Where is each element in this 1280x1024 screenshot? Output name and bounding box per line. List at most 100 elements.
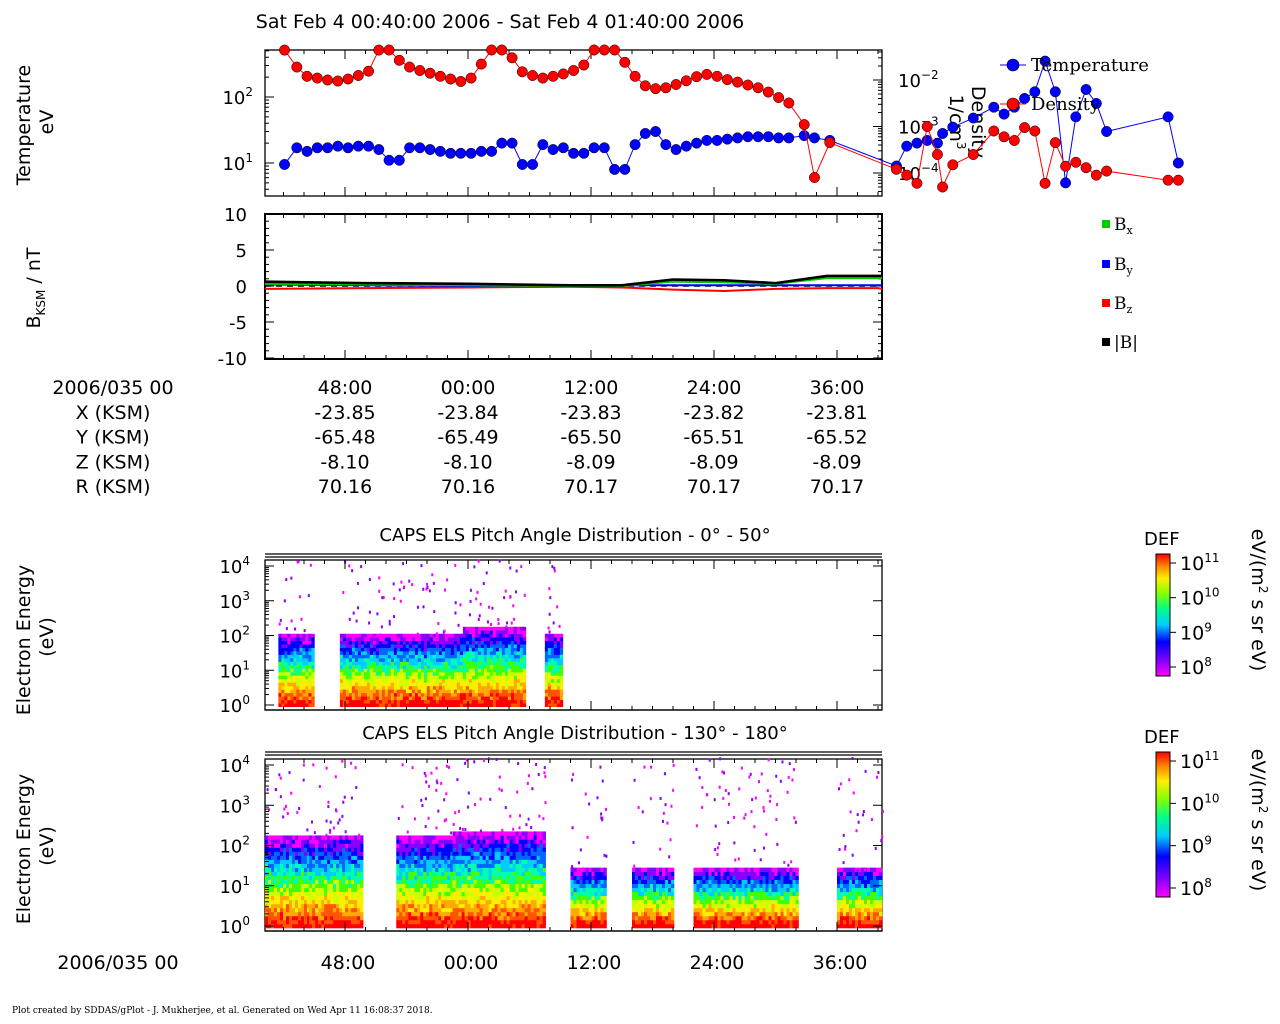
spectrogram-cell <box>603 871 607 876</box>
spectrogram-cell <box>521 871 525 876</box>
spectrogram-cell <box>304 907 308 913</box>
spectrogram-cell <box>308 640 312 645</box>
spectrogram-cell <box>479 835 483 840</box>
spectrogram-cell <box>522 678 527 683</box>
spectrogram-cell <box>336 835 340 840</box>
spectrogram-cell <box>641 895 645 901</box>
time-axis-date-label: 2006/035 00 <box>52 377 173 399</box>
spectrogram-speckle <box>283 807 286 811</box>
spectrogram-cell <box>405 867 409 872</box>
spectrogram-cell <box>360 685 365 690</box>
spectrogram-cell <box>638 891 642 897</box>
spectrogram-cell <box>515 863 519 868</box>
spectrogram-cell <box>342 661 347 666</box>
spectrogram-cell <box>327 875 331 881</box>
spectrogram-speckle <box>437 621 440 625</box>
spectrogram-cell <box>305 703 309 708</box>
spectrogram-cell <box>420 843 424 848</box>
spectrogram-cell <box>455 895 459 901</box>
spectrogram-cell <box>271 855 275 860</box>
spectrogram-cell <box>524 871 528 876</box>
spectrogram-cell <box>339 668 344 673</box>
spectrogram-cell <box>351 847 355 852</box>
spectrogram-speckle <box>603 853 606 857</box>
spectrogram-cell <box>579 875 583 881</box>
spectrogram-cell <box>470 903 474 909</box>
spectrogram-cell <box>384 692 389 697</box>
spectrogram-cell <box>438 671 443 676</box>
spectrogram-cell <box>662 915 666 921</box>
spectrogram-cell <box>339 685 344 690</box>
spectrogram-cell <box>381 692 386 697</box>
temperature-point <box>475 145 487 157</box>
spectrogram-cell <box>500 871 504 876</box>
spectrogram-cell <box>441 911 445 917</box>
spectrogram-speckle <box>505 621 508 625</box>
spectrogram-cell <box>696 887 700 893</box>
spectrogram-cell <box>339 911 343 917</box>
spectrogram-cell <box>342 843 346 848</box>
spectrogram-cell <box>556 696 561 701</box>
spectrogram-cell <box>455 903 459 909</box>
spectrogram-cell <box>570 887 574 893</box>
spectrogram-cell <box>647 875 651 881</box>
spectrogram-cell <box>441 644 446 648</box>
spectrogram-cell <box>458 899 462 905</box>
spectrogram-cell <box>476 875 480 881</box>
spectrogram-speckle <box>393 615 396 619</box>
spectrogram-cell <box>522 682 527 687</box>
spectrogram-cell <box>452 923 456 929</box>
spectrogram-cell <box>506 911 510 917</box>
spectrogram-cell <box>632 923 636 929</box>
spectrogram-cell <box>530 923 534 929</box>
spectrogram-cell <box>468 661 473 666</box>
spectrogram-cell <box>369 647 374 652</box>
spectrogram-cell <box>429 699 434 704</box>
spectrogram-cell <box>354 675 359 680</box>
spectrogram-cell <box>576 911 580 917</box>
spectrogram-cell <box>402 887 406 893</box>
spectrogram-cell <box>699 899 703 905</box>
spectrogram-cell <box>274 919 278 925</box>
spectrogram-cell <box>495 696 500 701</box>
spectrogram-cell <box>693 875 697 881</box>
spectrogram-cell <box>662 923 666 929</box>
spectrogram-speckle <box>433 836 436 840</box>
spectrogram-cell <box>435 875 439 881</box>
spectrogram-cell <box>462 668 467 673</box>
spectrogram-cell <box>542 915 546 921</box>
spectrogram-cell <box>423 839 427 844</box>
spectrogram-cell <box>381 699 386 704</box>
spectrogram-cell <box>369 675 374 680</box>
spectrogram-cell <box>513 640 518 645</box>
spectrogram-cell <box>527 923 531 929</box>
spectrogram-cell <box>441 647 446 652</box>
spectrogram-cell <box>363 651 368 655</box>
spectrogram-cell <box>711 887 715 893</box>
spectrogram-cell <box>408 915 412 921</box>
spectrogram-cell <box>366 640 371 645</box>
spectrogram-cell <box>465 675 470 680</box>
spectrogram-cell <box>408 835 412 840</box>
spectrogram-cell <box>345 919 349 925</box>
spectrogram-cell <box>512 895 516 901</box>
spectrogram-cell <box>638 915 642 921</box>
spectrogram-cell <box>512 907 516 913</box>
spectrogram-cell <box>516 637 521 642</box>
spectrogram-cell <box>426 658 431 662</box>
spectrogram-cell <box>293 658 297 662</box>
spectrogram-speckle <box>498 775 501 779</box>
spectrogram-cell <box>441 843 445 848</box>
spectrogram-cell <box>342 875 346 881</box>
spectrogram-cell <box>708 923 712 929</box>
temperature-point <box>1019 93 1031 104</box>
spectrogram-cell <box>524 863 528 868</box>
spectrogram-cell <box>363 682 368 687</box>
spectrogram-speckle <box>544 775 547 779</box>
spectrogram-cell <box>512 835 516 840</box>
spectrogram-cell <box>500 895 504 901</box>
spectrogram-cell <box>579 907 583 913</box>
spectrogram-cell <box>671 883 675 889</box>
spectrogram-cell <box>497 879 501 885</box>
spectrogram-cell <box>597 919 601 925</box>
